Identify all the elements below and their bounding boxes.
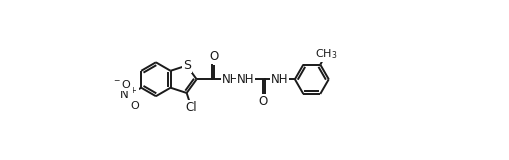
Text: O: O — [258, 95, 267, 108]
Text: Cl: Cl — [185, 101, 197, 114]
Text: CH$_3$: CH$_3$ — [315, 47, 337, 61]
Text: NH: NH — [221, 73, 239, 86]
Text: O: O — [209, 50, 218, 63]
Text: NH: NH — [270, 73, 288, 86]
Text: $^-$O: $^-$O — [112, 78, 132, 90]
Text: NH: NH — [237, 73, 254, 86]
Text: O: O — [130, 101, 139, 111]
Text: N$^+$: N$^+$ — [119, 87, 137, 103]
Text: S: S — [182, 59, 190, 72]
